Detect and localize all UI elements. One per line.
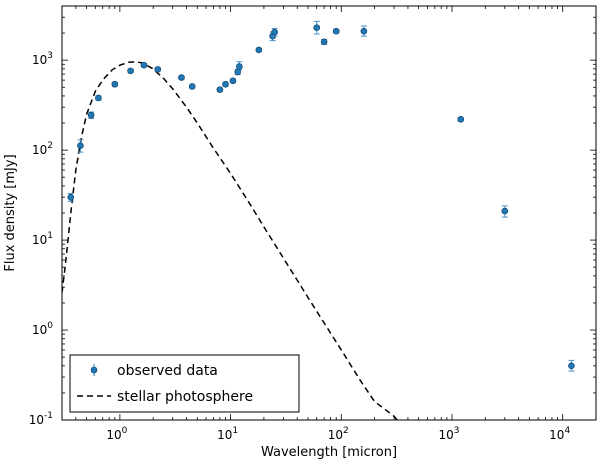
- y-tick-label: 10-1: [29, 411, 53, 427]
- data-point: [568, 362, 575, 370]
- data-point: [236, 63, 243, 70]
- data-point: [188, 83, 196, 90]
- data-point: [127, 67, 134, 75]
- data-point: [255, 46, 263, 54]
- plot-frame: [61, 5, 597, 421]
- x-tick-label: 103: [438, 426, 459, 442]
- data-point: [77, 142, 84, 149]
- y-tick-label: 103: [32, 51, 53, 67]
- x-tick-label: 102: [328, 426, 349, 442]
- data-point: [87, 111, 95, 119]
- x-tick-label: 100: [106, 426, 127, 442]
- legend-label-observed: observed data: [117, 363, 218, 379]
- data-point: [457, 116, 465, 123]
- x-axis-label: Wavelength [micron]: [261, 445, 397, 460]
- x-tick-label: 104: [549, 426, 570, 442]
- data-point: [222, 80, 229, 88]
- x-tick-label: 101: [217, 426, 238, 442]
- observed-points-layer: [67, 20, 575, 372]
- data-point: [360, 27, 368, 35]
- legend-point-marker: [90, 366, 98, 374]
- photosphere-curve: [62, 61, 398, 420]
- data-point: [67, 193, 75, 201]
- data-point: [216, 86, 224, 93]
- y-tick-label: 102: [32, 141, 53, 157]
- data-point: [320, 38, 328, 46]
- y-tick-label: 100: [32, 321, 53, 337]
- data-point: [332, 27, 340, 35]
- data-point: [95, 94, 102, 102]
- tick-label-layer: 100 101 102 103 104 10-1 100 101 102 103: [29, 51, 571, 442]
- legend-label-photosphere: stellar photosphere: [117, 389, 253, 405]
- photosphere-layer: [62, 61, 398, 420]
- legend: observed data stellar photosphere: [69, 354, 300, 413]
- y-tick-label: 101: [32, 231, 53, 247]
- legend-box: [69, 354, 300, 413]
- data-point: [313, 24, 321, 31]
- data-point: [140, 61, 148, 69]
- data-point: [178, 74, 185, 81]
- data-point: [111, 80, 119, 88]
- y-axis-label: Flux density [mJy]: [3, 154, 18, 271]
- data-point: [154, 66, 162, 73]
- data-point: [501, 207, 509, 215]
- data-point: [229, 77, 237, 85]
- data-point: [271, 28, 278, 36]
